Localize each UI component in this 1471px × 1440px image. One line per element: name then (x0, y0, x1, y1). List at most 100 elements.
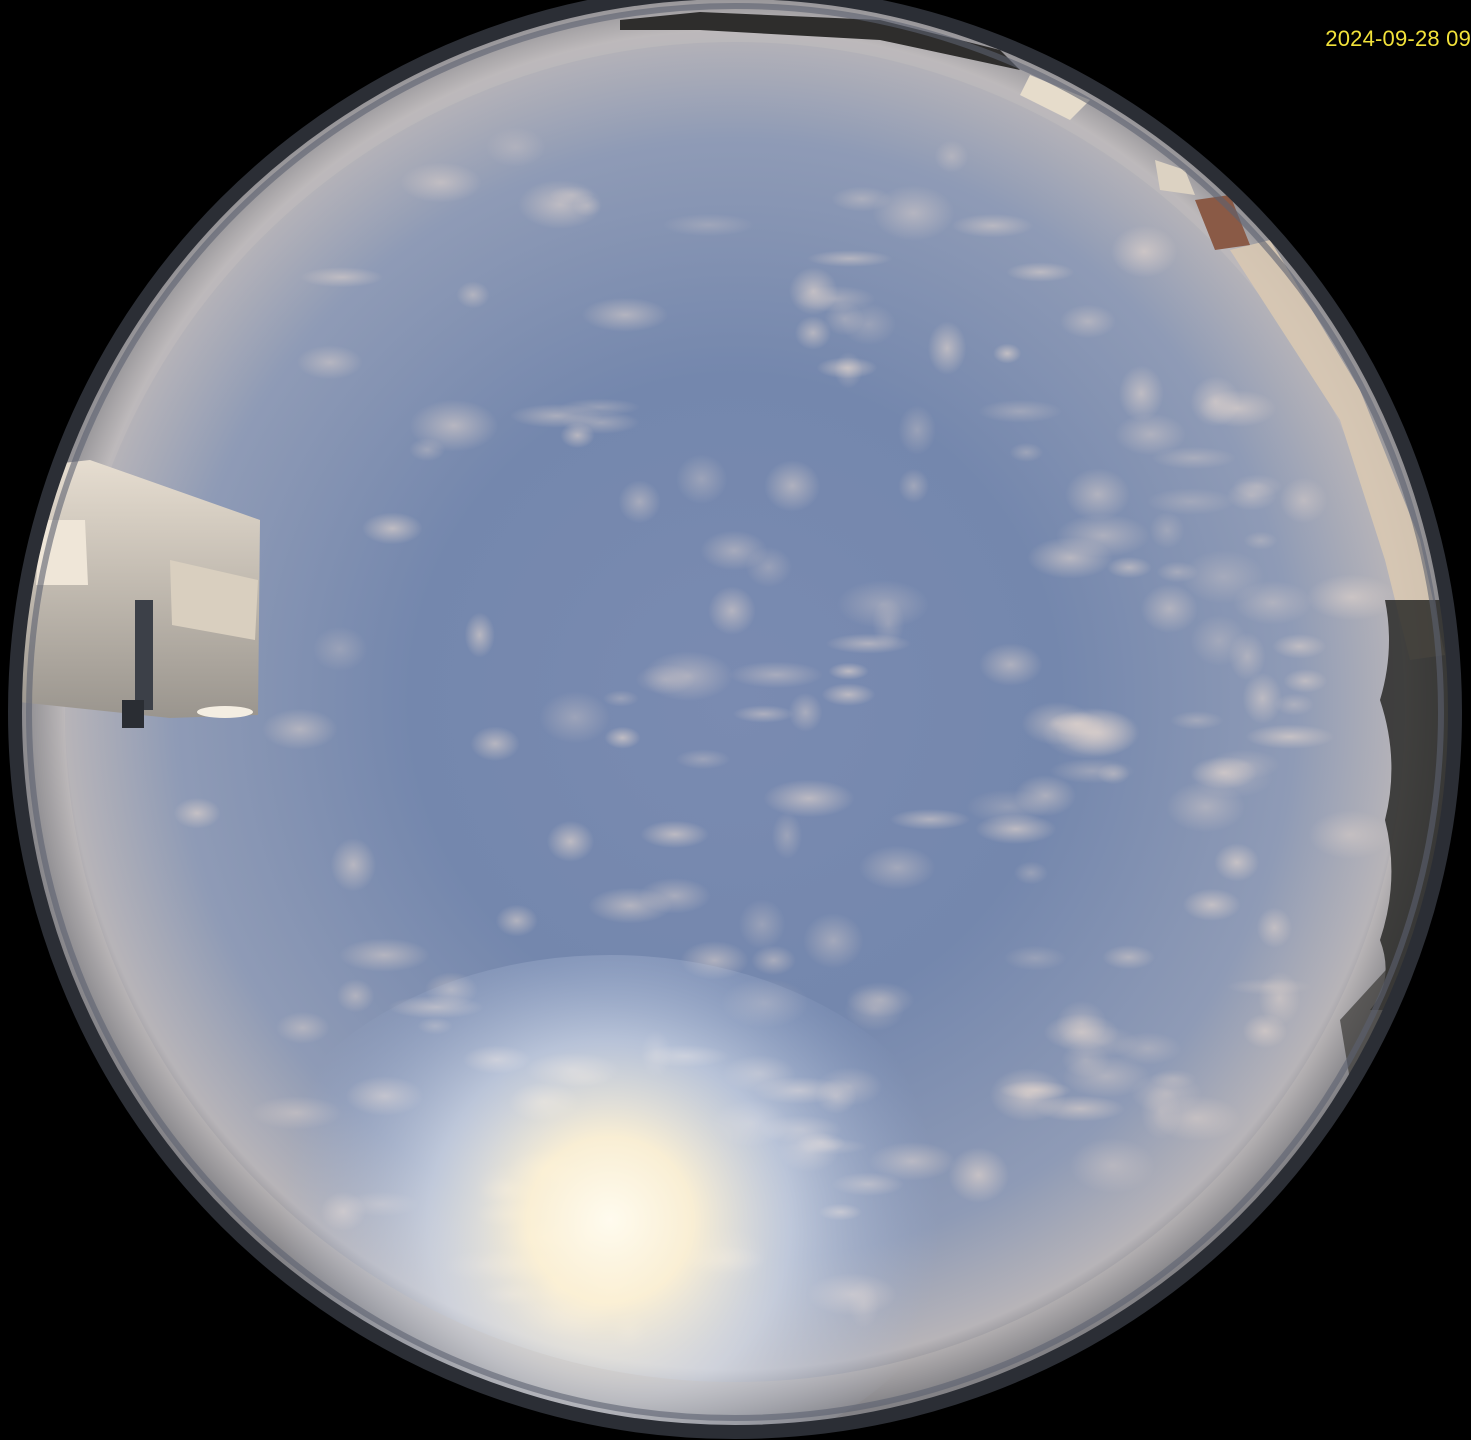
cloud-puff (470, 726, 520, 762)
cloud-puff (1009, 442, 1044, 462)
cloud-puff (1111, 225, 1178, 278)
cloud-puff (1150, 1069, 1197, 1089)
cloud-puff (1208, 749, 1281, 780)
cloud-puff (834, 352, 863, 389)
cloud-puff (844, 987, 905, 1031)
cloud-puff (1245, 724, 1335, 749)
cloud-puff (560, 422, 595, 449)
cloud-puff (1014, 861, 1049, 885)
cloud-puff (338, 938, 430, 972)
cloud-puff (675, 454, 728, 504)
cloud-puff (1151, 446, 1236, 470)
cloud-puff (927, 321, 967, 375)
cloud-puff (1042, 707, 1138, 759)
cloud-puff (831, 186, 892, 212)
cloud-puff (999, 1080, 1072, 1100)
cloud-puff (275, 1011, 330, 1044)
cloud-puff (1170, 711, 1224, 730)
cloud-puff (993, 343, 1022, 364)
cloud-puff (1198, 389, 1277, 428)
cloud-puff (1140, 1085, 1182, 1140)
lens-rim (8, 0, 1462, 1439)
cloud-puff (771, 812, 803, 860)
cloud-puff (1272, 633, 1327, 659)
cloud-puff (751, 945, 796, 976)
cloud-puff (738, 899, 786, 950)
cloud-puff (539, 691, 611, 744)
cloud-puff (559, 398, 640, 416)
cloud-puff (1003, 945, 1067, 971)
cloud-puff (300, 267, 384, 288)
cloud-puff (872, 185, 955, 241)
cloud-puff (934, 140, 969, 173)
cloud-puff (1140, 584, 1198, 634)
cloud-puff (1059, 304, 1116, 339)
cloud-puff (582, 297, 669, 332)
cloud-puff (635, 664, 696, 695)
cloud-puff (859, 845, 936, 890)
cloud-puff (1055, 1000, 1107, 1047)
cloud-puff (978, 643, 1043, 687)
cloud-puff (618, 480, 661, 524)
cloud-puff (546, 820, 595, 862)
cloud-puff (362, 512, 423, 545)
cloud-puff (1069, 1137, 1155, 1193)
cloud-puff (821, 683, 876, 706)
cloud-puff (1232, 474, 1283, 499)
cloud-puff (588, 887, 673, 924)
cloud-puff (312, 626, 368, 672)
cloud-puff (1113, 1032, 1182, 1065)
cloud-puff (262, 708, 338, 750)
cloud-puff (898, 405, 936, 455)
cloud-puff (729, 661, 823, 689)
cloud-puff (1006, 262, 1075, 282)
cloud-puff (640, 820, 710, 849)
cloud-puff (1149, 511, 1185, 549)
cloud-puff (1102, 945, 1155, 970)
cloud-puff (732, 705, 795, 723)
cloud-puff (495, 904, 538, 937)
cloud-puff (662, 213, 755, 237)
cloud-puff (1258, 971, 1301, 1026)
cloud-puff (1306, 574, 1397, 621)
cloud-puff (763, 779, 855, 818)
cloud-puff (1027, 537, 1113, 579)
cloud-puff (978, 399, 1062, 423)
timestamp-overlay: 2024-09-28 09 (1325, 26, 1471, 51)
cloud-puff (1274, 693, 1314, 716)
cloud-puff (824, 302, 865, 336)
cloud-puff (745, 547, 792, 588)
cloud-puff (464, 612, 495, 658)
cloud-puff (336, 979, 375, 1013)
cloud-puff (802, 913, 864, 969)
cloud-puff (409, 438, 446, 462)
cloud-puff (1242, 672, 1283, 724)
cloud-puff (898, 468, 930, 504)
cloud-puff (951, 213, 1034, 238)
cloud-puff (1279, 477, 1328, 524)
cloud-puff (708, 586, 756, 635)
cloud-puff (872, 597, 905, 649)
cloud-puff (794, 316, 832, 350)
cloud-puff (330, 838, 377, 892)
cloud-puff (1256, 907, 1293, 948)
cloud-puff (788, 692, 823, 732)
cloud-puff (1308, 810, 1392, 859)
cloud-puff (764, 460, 821, 512)
cloud-puff (485, 127, 546, 167)
cloud-puff (1049, 758, 1136, 784)
building-edge (620, 12, 1445, 660)
cloud-puff (807, 250, 893, 267)
cloud-puff (602, 690, 639, 707)
cloud-puff (1106, 556, 1152, 579)
cloud-puff (456, 281, 490, 309)
cloud-puff (828, 662, 869, 680)
cloud-puff (890, 808, 971, 830)
cloud-puff (1146, 488, 1235, 515)
cloud-puff (1283, 669, 1328, 693)
cloud-puff (604, 726, 641, 749)
cloud-puff (1118, 365, 1164, 422)
cloud-puff (297, 345, 363, 380)
